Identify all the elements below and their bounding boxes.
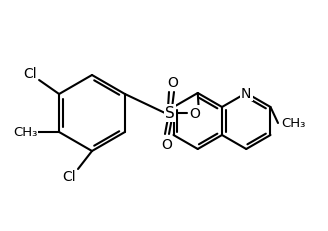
Text: CH₃: CH₃: [281, 117, 305, 130]
Text: Cl: Cl: [23, 67, 37, 81]
Text: Cl: Cl: [62, 169, 76, 183]
Text: O: O: [168, 76, 178, 90]
Text: O: O: [190, 106, 200, 121]
Text: S: S: [165, 106, 175, 121]
Text: CH₃: CH₃: [13, 126, 37, 139]
Text: O: O: [162, 137, 173, 151]
Text: N: N: [241, 87, 252, 100]
